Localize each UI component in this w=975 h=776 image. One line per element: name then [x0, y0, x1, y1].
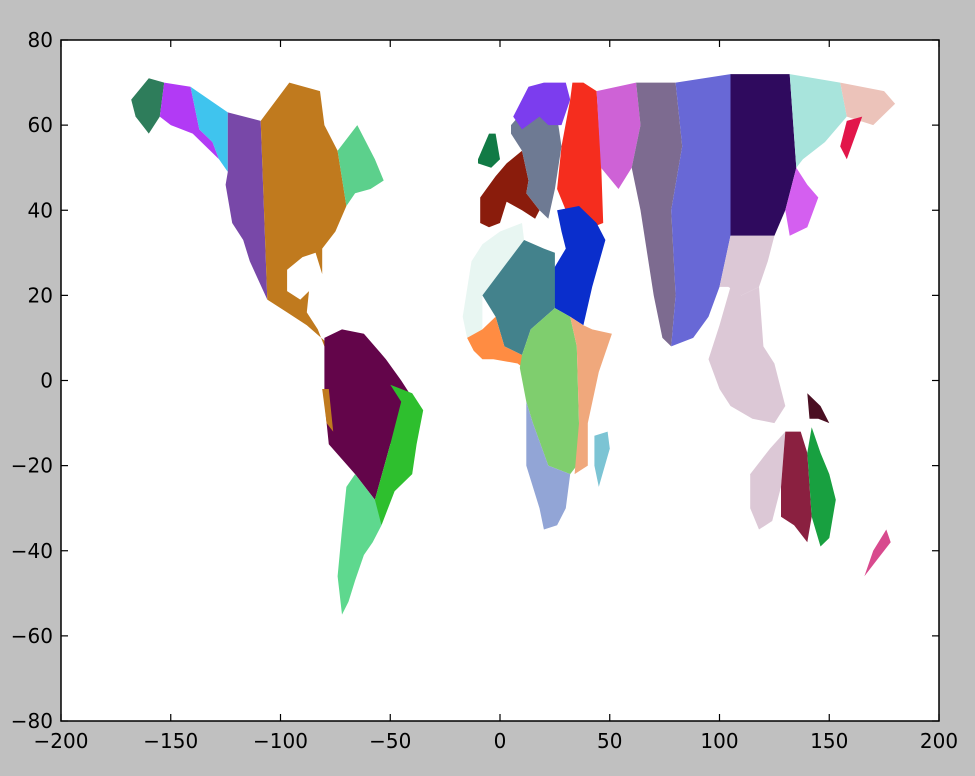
x-axis-ticks: −200 −150 −100 −50 0 50 100 150 200: [34, 40, 958, 753]
map-region-11: [480, 150, 540, 228]
y-tick-label: −80: [11, 709, 53, 733]
map-region-37: [807, 393, 830, 424]
map-region-25: [864, 529, 891, 577]
y-tick-label: 20: [28, 283, 53, 307]
y-tick-label: 0: [40, 369, 53, 393]
map-region-32: [594, 431, 610, 487]
map-region-6: [324, 329, 413, 500]
map-region-23: [785, 167, 819, 236]
map-region-21: [840, 82, 896, 126]
map-region-30: [570, 316, 612, 475]
x-tick-label: 0: [494, 729, 507, 753]
x-tick-label: −100: [253, 729, 308, 753]
y-tick-label: −40: [11, 539, 53, 563]
map-region-17: [631, 82, 683, 347]
map-region-10: [478, 133, 500, 168]
map-region-22: [840, 116, 863, 160]
map-region-2: [190, 86, 228, 172]
x-tick-label: −200: [34, 729, 89, 753]
map-region-31: [526, 401, 571, 530]
map-region-14: [557, 82, 604, 228]
map-region-9: [337, 474, 382, 615]
map-region-5: [337, 125, 384, 206]
map-region-20: [789, 74, 847, 168]
x-tick-label: 200: [920, 729, 958, 753]
x-tick-label: 100: [700, 729, 738, 753]
map-region-34: [750, 431, 786, 530]
y-tick-label: 40: [28, 198, 53, 222]
map-region-16: [596, 82, 641, 189]
map-region-24: [719, 235, 775, 296]
map-regions: [131, 74, 896, 615]
x-tick-label: −50: [369, 729, 411, 753]
map-region-27: [482, 240, 555, 355]
y-tick-label: 80: [28, 28, 53, 52]
map-region-0: [131, 78, 165, 134]
map-region-36: [807, 427, 836, 547]
x-tick-label: −150: [143, 729, 198, 753]
y-tick-label: −60: [11, 624, 53, 648]
map-region-3: [225, 112, 268, 300]
map-region-26: [462, 223, 525, 338]
map-region-33: [708, 286, 786, 424]
x-tick-label: 50: [597, 729, 622, 753]
map-region-1: [159, 82, 219, 160]
map-region-28: [467, 316, 529, 372]
map-region-35: [781, 431, 812, 543]
map-region-4: [260, 82, 347, 347]
map-region-15: [550, 206, 606, 326]
map-region-19: [730, 74, 797, 236]
map-region-13: [513, 82, 571, 130]
y-tick-label: −20: [11, 454, 53, 478]
map-region-18: [671, 74, 731, 347]
y-axis-ticks: −80 −60 −40 −20 0 20 40 60 80: [11, 28, 939, 733]
x-tick-label: 150: [810, 729, 848, 753]
map-region-29: [519, 308, 584, 475]
y-tick-label: 60: [28, 113, 53, 137]
map-region-8: [374, 384, 424, 526]
map-region-7: [322, 389, 334, 432]
